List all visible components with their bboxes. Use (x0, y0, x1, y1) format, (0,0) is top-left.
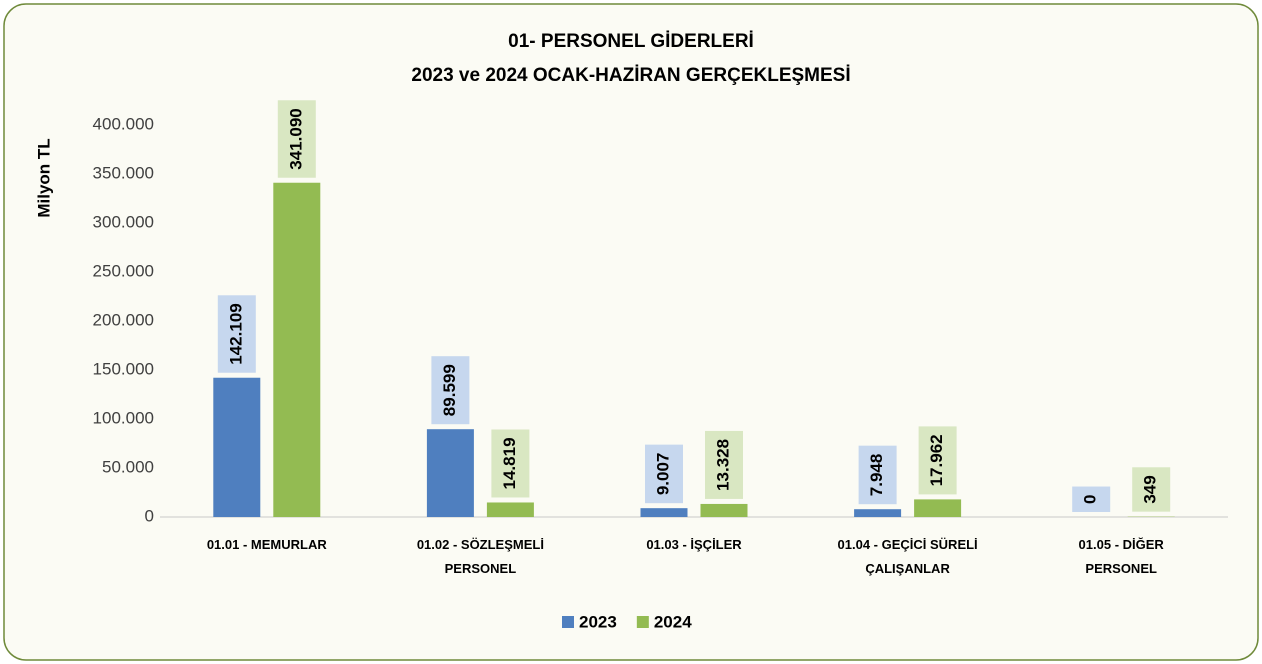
data-label-box (491, 429, 530, 498)
data-label: 89.599 (440, 364, 459, 416)
legend-swatch (636, 616, 649, 628)
y-tick-label: 100.000 (93, 408, 154, 427)
data-label-box (277, 100, 316, 178)
data-label: 17.962 (927, 434, 946, 486)
legend-label: 2023 (579, 612, 617, 631)
data-label-box (645, 444, 683, 504)
y-tick-label: 350.000 (93, 163, 154, 182)
x-tick-label: 01.04 - GEÇİCİ SÜRELİ ÇALIŞANLAR (837, 537, 978, 576)
y-tick-label: 50.000 (102, 457, 154, 476)
chart-title: 01- PERSONEL GİDERLERİ (508, 31, 754, 52)
data-label-group: 14.819 (491, 429, 530, 498)
data-label-group: 142.109 (217, 295, 256, 373)
x-tick-label: 01.03 - İŞÇİLER (646, 537, 742, 552)
y-tick-label: 200.000 (93, 310, 154, 329)
y-tick-label: 300.000 (93, 212, 154, 231)
data-label-group: 0 (1072, 486, 1111, 512)
data-label-group: 17.962 (918, 426, 957, 495)
x-tick-label: 01.05 - DİĞER PERSONEL (1078, 537, 1164, 576)
data-label: 7.948 (867, 454, 886, 497)
y-tick-label: 250.000 (93, 261, 154, 280)
data-label-box (1132, 467, 1171, 512)
bar (700, 503, 748, 517)
chart-subtitle: 2023 ve 2024 OCAK-HAZİRAN GERÇEKLEŞMESİ (411, 65, 850, 86)
x-tick-label: 01.01 - MEMURLAR (206, 537, 327, 552)
data-label-group: 349 (1132, 467, 1171, 512)
data-label: 142.109 (226, 303, 245, 364)
data-label: 341.090 (286, 108, 305, 169)
y-tick-label: 400.000 (93, 114, 154, 133)
data-label-group: 13.328 (705, 430, 743, 499)
data-label-box (918, 426, 957, 495)
bar (854, 509, 902, 517)
data-label-group: 7.948 (858, 445, 897, 505)
legend-label: 2024 (654, 612, 692, 631)
bar (486, 502, 534, 517)
bar (213, 377, 261, 517)
data-label-group: 89.599 (431, 356, 470, 425)
bar (426, 429, 474, 517)
y-axis-label: Milyon TL (34, 138, 53, 217)
data-label-box (705, 430, 743, 499)
y-tick-label: 150.000 (93, 359, 154, 378)
data-label: 14.819 (500, 437, 519, 489)
data-label-box (217, 295, 256, 373)
data-label: 0 (1081, 495, 1100, 504)
bar (914, 499, 962, 517)
y-tick-label: 0 (145, 506, 154, 525)
data-label-group: 341.090 (277, 100, 316, 178)
data-label-box (431, 356, 470, 425)
legend-swatch (562, 616, 574, 628)
data-label-group: 9.007 (645, 444, 683, 504)
data-label-box (1072, 486, 1111, 512)
bar (273, 182, 321, 517)
data-label: 349 (1141, 475, 1160, 503)
data-label: 13.328 (713, 439, 732, 491)
data-label-box (858, 445, 897, 505)
bar (640, 508, 688, 517)
data-label: 9.007 (653, 453, 672, 496)
x-tick-label: 01.02 - SÖZLEŞMELİ PERSONEL (416, 537, 544, 576)
